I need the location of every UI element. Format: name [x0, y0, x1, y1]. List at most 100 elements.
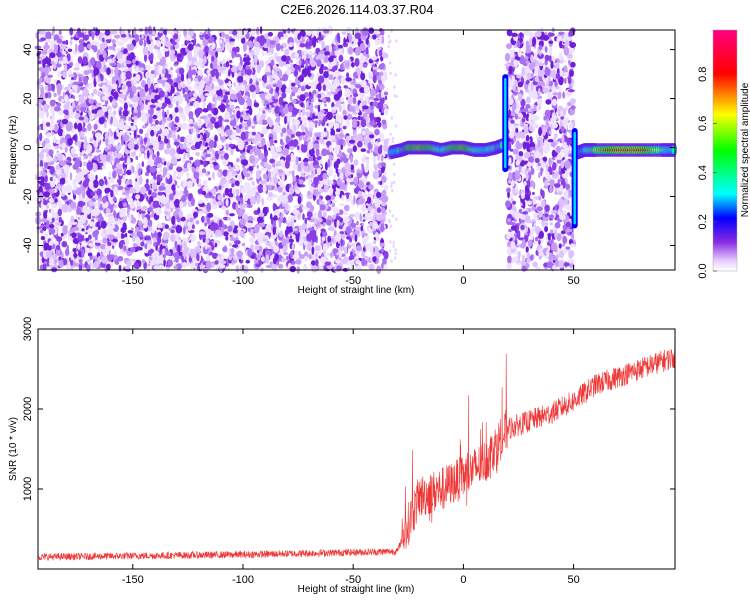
noise-speck	[166, 73, 172, 79]
noise-speck	[208, 192, 212, 196]
noise-speck	[243, 116, 250, 121]
noise-speck	[235, 166, 240, 172]
noise-speck	[247, 215, 254, 223]
noise-speck	[185, 147, 190, 153]
noise-speck	[111, 39, 116, 44]
noise-speck	[214, 242, 218, 248]
noise-speck	[323, 47, 327, 52]
noise-speck	[256, 195, 260, 205]
noise-speck	[82, 87, 89, 97]
noise-speck	[179, 107, 184, 114]
noise-speck	[113, 131, 117, 140]
noise-speck	[370, 245, 374, 254]
noise-speck	[97, 91, 101, 97]
noise-speck	[47, 57, 51, 66]
noise-speck	[203, 76, 208, 83]
noise-speck	[123, 202, 127, 207]
noise-speck	[379, 180, 383, 186]
noise-speck	[254, 245, 260, 251]
noise-speck	[343, 85, 348, 89]
noise-speck	[50, 61, 55, 65]
noise-speck	[102, 237, 108, 244]
noise-speck	[335, 133, 338, 139]
noise-speck	[151, 210, 155, 216]
noise-speck	[45, 92, 49, 99]
noise-speck	[224, 119, 230, 123]
noise-speck	[202, 108, 209, 113]
noise-speck	[81, 127, 87, 133]
noise-speck	[274, 140, 278, 144]
noise-speck	[135, 34, 140, 42]
noise-speck	[144, 249, 149, 254]
noise-speck	[365, 47, 369, 55]
noise-speck	[38, 66, 44, 72]
noise-speck	[309, 131, 313, 138]
noise-speck	[295, 233, 300, 243]
noise-speck	[253, 50, 260, 56]
noise-speck	[193, 37, 197, 46]
noise-speck	[207, 171, 211, 175]
noise-speck	[225, 61, 230, 67]
noise-speck	[287, 27, 291, 34]
noise-speck	[243, 105, 246, 113]
noise-speck	[73, 67, 80, 71]
noise-speck	[287, 105, 293, 113]
noise-speck	[316, 136, 320, 140]
noise-speck	[95, 140, 99, 148]
noise-speck	[47, 74, 53, 78]
noise-speck	[152, 250, 160, 258]
noise-speck	[316, 156, 322, 161]
noise-speck	[108, 135, 112, 142]
noise-speck	[304, 255, 308, 262]
noise-speck	[176, 53, 182, 58]
noise-speck	[166, 143, 171, 149]
noise-speck	[314, 245, 321, 252]
noise-speck	[170, 66, 174, 71]
noise-speck	[162, 48, 169, 52]
noise-speck	[99, 73, 103, 78]
noise-speck	[102, 86, 109, 94]
noise-speck	[203, 160, 207, 168]
noise-speck	[88, 82, 93, 90]
noise-speck	[144, 26, 148, 35]
noise-speck	[45, 204, 50, 209]
noise-speck	[313, 143, 320, 150]
noise-speck	[379, 49, 383, 57]
noise-speck	[335, 190, 341, 196]
noise-speck	[250, 244, 254, 249]
noise-speck	[256, 26, 260, 36]
noise-speck	[262, 110, 266, 115]
noise-speck	[185, 40, 192, 44]
noise-speck	[97, 123, 100, 130]
noise-speck	[86, 264, 91, 272]
noise-speck	[263, 144, 267, 153]
noise-speck	[187, 52, 193, 62]
noise-speck	[123, 102, 128, 111]
noise-speck	[201, 168, 207, 174]
noise-speck	[336, 32, 340, 42]
noise-speck	[292, 260, 296, 265]
noise-speck	[327, 235, 332, 243]
noise-speck	[220, 132, 226, 137]
noise-speck	[59, 160, 66, 166]
noise-speck	[336, 122, 340, 130]
noise-speck	[357, 198, 364, 205]
noise-speck	[381, 195, 389, 203]
noise-speck	[72, 81, 80, 86]
noise-speck	[383, 143, 389, 153]
noise-speck	[355, 245, 363, 252]
noise-speck	[45, 122, 51, 127]
noise-speck	[72, 261, 76, 267]
noise-speck	[332, 248, 339, 254]
noise-speck	[308, 51, 314, 55]
noise-speck	[273, 245, 280, 253]
noise-speck	[126, 208, 130, 216]
noise-speck	[276, 196, 283, 203]
noise-speck	[109, 177, 114, 184]
noise-speck	[77, 200, 85, 208]
noise-speck	[299, 30, 306, 38]
noise-speck	[230, 248, 235, 254]
noise-speck	[343, 37, 346, 45]
noise-speck	[156, 181, 161, 186]
noise-speck	[258, 107, 262, 112]
